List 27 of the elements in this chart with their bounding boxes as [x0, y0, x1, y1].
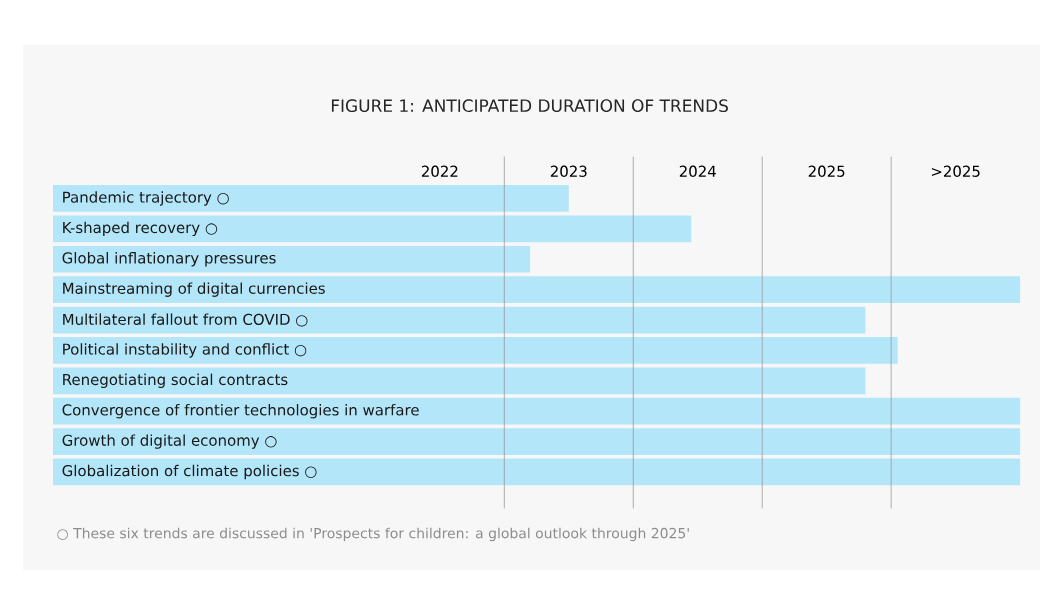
y-tick-label: Multilateral fallout from COVID ○	[63, 313, 308, 327]
bar	[53, 397, 1021, 425]
y-tick-label: K-shaped recovery ○	[63, 221, 218, 236]
chart-title: FIGURE 1: ANTICIPATED DURATION OF TRENDS	[331, 99, 728, 112]
x-tick-label: 2022	[421, 165, 458, 177]
y-tick-label: Growth of digital economy ○	[62, 434, 277, 449]
x-tick-label: 2024	[679, 165, 716, 177]
bar	[53, 458, 1021, 486]
x-tick-label: 2025	[808, 165, 845, 177]
y-tick-label: Political instability and conflict ○	[63, 343, 307, 358]
y-tick-label: Renegotiating social contracts	[63, 373, 288, 388]
bar	[53, 185, 569, 212]
y-tick-label: Pandemic trajectory ○	[63, 191, 229, 206]
x-tick-label: 2023	[550, 165, 587, 177]
y-tick-label: Global inflationary pressures	[62, 251, 276, 267]
y-tick-label: Convergence of frontier technologies in warfare	[62, 403, 419, 419]
bar	[53, 306, 866, 334]
bar	[53, 428, 1021, 455]
y-tick-label: Globalization of climate policies ○	[62, 464, 317, 480]
bar	[53, 215, 692, 243]
bar	[53, 367, 866, 395]
bar	[53, 276, 1021, 303]
bar	[53, 336, 898, 364]
text: ○ These six trends are discussed in 'Prospects for children: a global outlook through 2025'	[57, 527, 689, 542]
bar	[53, 245, 531, 273]
x-tick-label: >2025	[931, 165, 980, 177]
y-tick-label: Mainstreaming of digital currencies	[63, 282, 325, 297]
